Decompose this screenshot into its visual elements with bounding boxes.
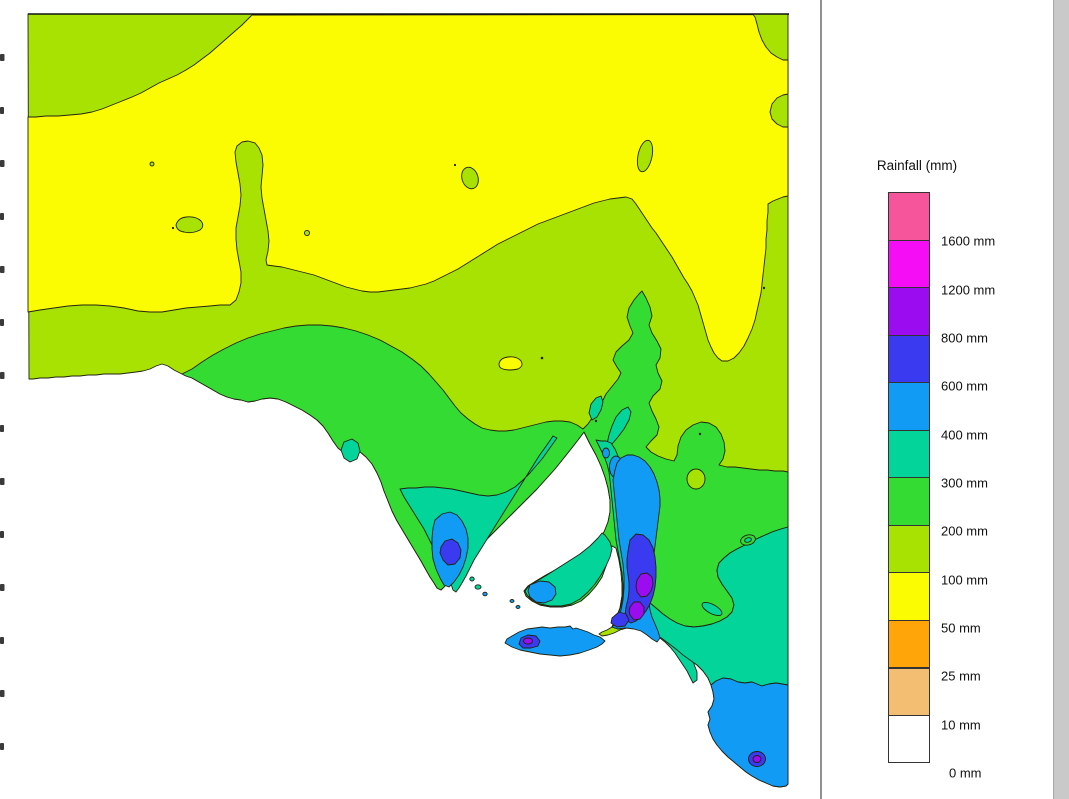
legend-swatch-tan (888, 667, 930, 716)
hole-100-200mm-arrowhead (686, 468, 706, 490)
legend-swatch-blue (888, 334, 930, 384)
island-offshore-2 (474, 584, 482, 590)
legend-swatch-orange (888, 619, 930, 669)
region-800-1200mm-se-core (752, 755, 762, 763)
legend-label-0-mm: 0 mm (949, 765, 982, 781)
legend-swatch-green (888, 477, 930, 526)
island-offshore-1 (469, 576, 475, 582)
panel-divider (820, 0, 822, 799)
scrollbar[interactable] (1053, 0, 1069, 799)
island-offshore-3 (482, 591, 488, 597)
legend-label-1200-mm: 1200 mm (941, 282, 996, 298)
region-50-100mm-north (27, 14, 789, 362)
legend-swatch-purple (888, 287, 930, 336)
region-400-600mm-dot-west (602, 447, 610, 459)
island-50-100mm-mid (498, 356, 523, 371)
legend-swatch-chartreuse (888, 524, 930, 574)
legend-label-400-mm: 400 mm (941, 427, 988, 443)
island-100-200mm-dot2 (149, 161, 155, 167)
region-600-800mm-fleurieu-coast (610, 611, 630, 628)
axis-tick-fragments (0, 54, 5, 750)
legend-label-200-mm: 200 mm (941, 523, 988, 539)
legend-title: Rainfall (mm) (876, 158, 958, 173)
legend-label-800-mm: 800 mm (941, 330, 988, 346)
legend-color-bar (888, 192, 930, 764)
legend-swatch-lightblue (888, 382, 930, 431)
legend-swatch-pink (888, 192, 930, 241)
region-300-400mm-bight-patch (340, 438, 361, 463)
legend-label-600-mm: 600 mm (941, 378, 988, 394)
legend-label-50-mm: 50 mm (941, 620, 981, 636)
legend-label-1600-mm: 1600 mm (941, 233, 996, 249)
region-300-400mm-flinders-upper2 (606, 406, 632, 445)
region-600-800mm-eyre-spot (439, 538, 462, 566)
contour-dots (171, 163, 766, 436)
legend-swatch-white (888, 715, 930, 764)
region-800-1200mm-adelaide-hills-2 (628, 601, 645, 621)
hole-lens-se (701, 602, 723, 616)
island-100-200mm-oval-east (636, 139, 654, 173)
region-400-600mm-southeast (707, 677, 789, 788)
island-offshore-5 (515, 605, 521, 609)
legend-swatch-magenta (888, 239, 930, 289)
island-100-200mm-oval-west (461, 166, 479, 190)
legend-panel: Rainfall (mm) 1600 mm 1200 mm 800 mm 600 mm… (822, 0, 1052, 799)
region-300-400mm-flinders-upper1 (588, 395, 604, 421)
legend-label-25-mm: 25 mm (941, 668, 981, 684)
region-800-1200mm-adelaide-hills-1 (635, 572, 654, 598)
island-offshore-4 (509, 599, 515, 603)
legend-label-10-mm: 10 mm (941, 717, 981, 733)
kangaroo-island (504, 625, 606, 657)
legend-swatch-yellow (888, 572, 930, 621)
legend-label-100-mm: 100 mm (941, 572, 988, 588)
region-800-1200mm-kangaroo-core (523, 637, 533, 645)
legend-label-300-mm: 300 mm (941, 475, 988, 491)
island-100-200mm-dot (303, 229, 311, 237)
ring-200-300mm-se-core (744, 537, 752, 543)
legend-swatch-teal (888, 429, 930, 479)
island-100-200mm-small (175, 216, 204, 234)
region-400-600mm-yorke-patch (527, 580, 557, 604)
